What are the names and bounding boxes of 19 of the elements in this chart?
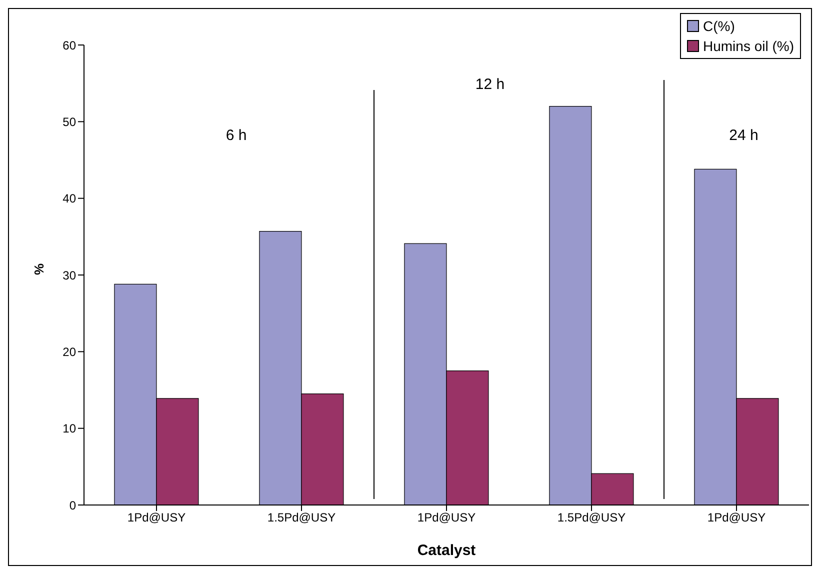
annotation: 24 h (728, 127, 760, 144)
x-axis-title: Catalyst (417, 542, 476, 559)
legend-label: C(%) (702, 17, 735, 36)
y-tick-label: 10 (62, 422, 76, 436)
x-tick-label: 1Pd@USY (707, 510, 766, 525)
legend-label: Humins oil (%) (702, 37, 794, 56)
y-tick-label: 60 (62, 38, 76, 52)
y-tick-label: 0 (69, 498, 76, 512)
annotation: 12 h (474, 76, 506, 94)
x-tick-label: 1.5Pd@USY (557, 510, 626, 525)
y-tick-label: 20 (62, 344, 76, 359)
y-axis-title: % (32, 263, 47, 275)
x-tick-label: 1Pd@USY (417, 510, 476, 525)
y-tick-label: 40 (62, 192, 76, 206)
x-tick-label: 1Pd@USY (127, 510, 186, 525)
y-tick-label: 30 (62, 268, 76, 282)
y-tick-label: 50 (62, 114, 76, 129)
x-tick-label: 1.5Pd@USY (267, 510, 336, 525)
annotation: 6 h (224, 127, 248, 144)
